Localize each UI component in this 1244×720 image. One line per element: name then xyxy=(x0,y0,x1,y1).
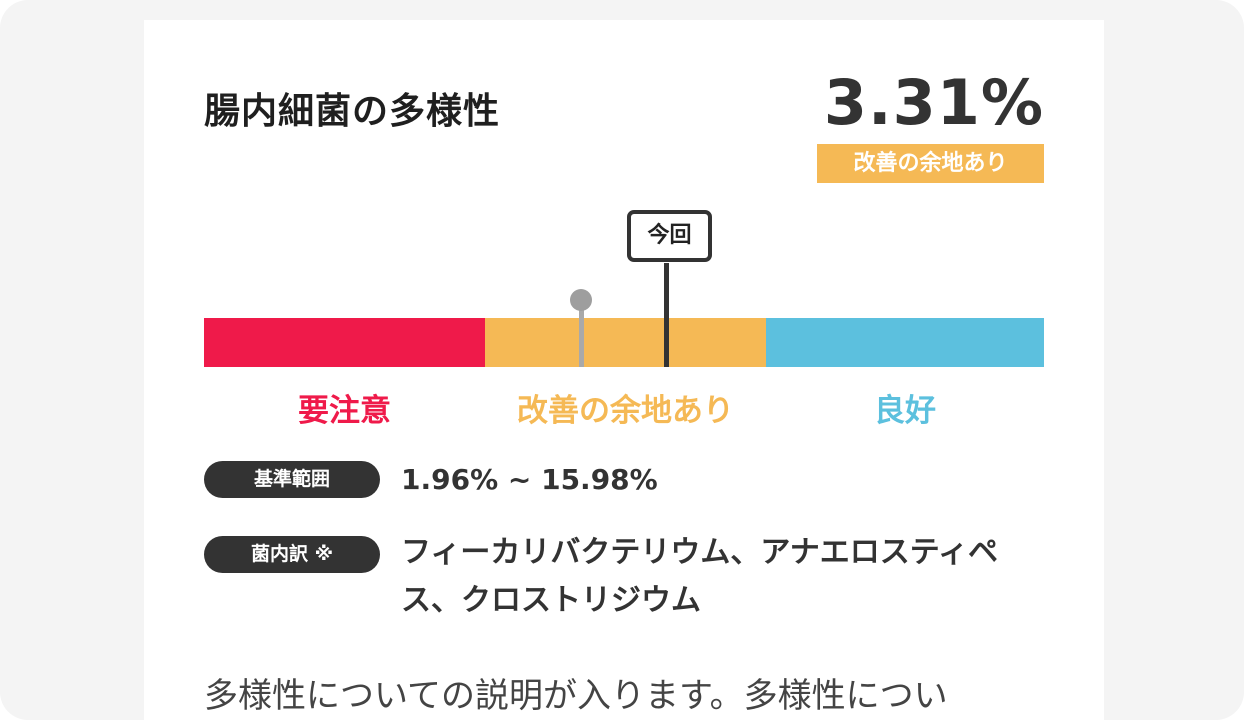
reference-range-value: 1.96% ~ 15.98% xyxy=(401,463,658,496)
reference-range-pill: 基準範囲 xyxy=(204,461,380,498)
current-marker-tag: 今回 xyxy=(627,210,712,262)
previous-marker-dot xyxy=(570,289,592,311)
gauge-segment-caution xyxy=(204,318,485,367)
diversity-value: 3.31% xyxy=(823,66,1044,139)
segment-label-improvable: 改善の余地あり xyxy=(517,393,734,429)
previous-marker-line xyxy=(579,302,584,367)
diversity-card: 腸内細菌の多様性 3.31% 改善の余地あり 今回 要注意 改善の余地あり 良好… xyxy=(144,20,1104,720)
current-marker-line xyxy=(664,263,669,367)
range-gauge: 今回 要注意 改善の余地あり 良好 xyxy=(204,205,1044,445)
description-text: 多様性についての説明が入ります。多様性につい xyxy=(204,676,948,716)
segment-label-good: 良好 xyxy=(874,393,936,429)
card-title: 腸内細菌の多様性 xyxy=(204,91,501,132)
status-badge: 改善の余地あり xyxy=(817,144,1044,183)
gauge-segment-good xyxy=(766,318,1044,367)
segment-label-caution: 要注意 xyxy=(298,393,391,429)
breakdown-pill: 菌内訳 ※ xyxy=(204,536,380,573)
gauge-segment-improvable xyxy=(485,318,766,367)
breakdown-value: フィーカリバクテリウム、アナエロスティペス、クロストリジウム xyxy=(401,535,998,618)
